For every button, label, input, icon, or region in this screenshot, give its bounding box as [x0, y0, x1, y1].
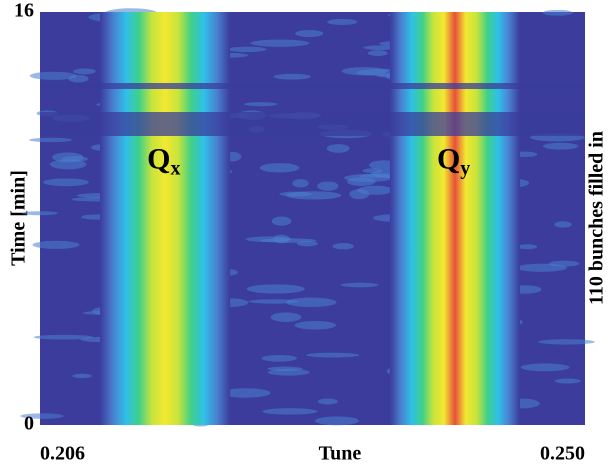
noise-patch	[315, 416, 360, 426]
noise-patch	[259, 163, 300, 173]
noise-patch	[250, 39, 310, 47]
noise-patch	[33, 334, 94, 340]
band-label-sub: y	[460, 157, 470, 179]
band-label-main: Q	[437, 143, 460, 176]
noise-patch	[357, 185, 394, 195]
noise-patch	[517, 244, 538, 250]
noise-patch	[273, 73, 311, 80]
noise-patch	[327, 18, 358, 26]
noise-patch	[363, 45, 397, 50]
x-tick-label: 0.206	[40, 443, 85, 465]
band-label-main: Q	[147, 143, 170, 176]
noise-patch	[317, 181, 339, 191]
noise-patch	[246, 284, 305, 294]
noise-patch	[221, 388, 271, 398]
noise-patch	[29, 71, 77, 80]
noise-patch	[227, 46, 267, 53]
noise-patch	[21, 211, 59, 216]
noise-patch	[332, 243, 354, 250]
band-label-sub: x	[170, 157, 180, 179]
noise-patch	[261, 354, 298, 362]
noise-patch	[362, 168, 383, 174]
noise-patch	[267, 366, 303, 372]
noise-patch	[285, 297, 337, 307]
noise-patch	[367, 50, 388, 56]
noise-patch	[28, 137, 73, 143]
x-tick-label: 0.250	[540, 443, 585, 465]
y-axis-label: Time [min]	[8, 170, 30, 266]
y-tick-label: 0	[24, 413, 34, 435]
noise-patch	[279, 191, 313, 197]
noise-patch	[326, 144, 350, 153]
noise-patch	[537, 339, 595, 345]
noise-patch	[42, 178, 89, 187]
x-axis-label: Tune	[319, 443, 362, 465]
noise-patch	[270, 312, 302, 322]
noise-patch	[548, 260, 580, 267]
noise-patch	[68, 74, 89, 83]
noise-patch	[72, 373, 92, 379]
noise-patch	[317, 398, 338, 405]
noise-patch	[520, 363, 570, 372]
band-label: Qy	[437, 143, 470, 180]
noise-patch	[73, 68, 96, 75]
noise-patch	[542, 9, 573, 16]
y-tick-label: 16	[14, 0, 34, 22]
noise-patch	[340, 282, 379, 288]
noise-patch	[542, 142, 579, 150]
band-label: Qx	[147, 143, 180, 180]
gap-stripe	[40, 83, 585, 89]
noise-patch	[554, 378, 581, 384]
noise-patch	[271, 216, 292, 226]
gap-stripe	[40, 112, 585, 136]
noise-patch	[273, 234, 290, 244]
noise-patch	[20, 413, 64, 419]
noise-patch	[52, 152, 84, 163]
noise-patch	[554, 221, 572, 228]
noise-patch	[292, 178, 309, 188]
noise-patch	[262, 408, 318, 415]
noise-patch	[244, 102, 278, 107]
noise-patch	[306, 352, 360, 358]
tune-band	[100, 12, 231, 425]
noise-patch	[248, 299, 299, 304]
right-label: 110 bunches filled in	[586, 131, 608, 305]
noise-patch	[49, 159, 87, 170]
noise-patch	[32, 240, 80, 249]
noise-patch	[294, 320, 337, 330]
noise-patch	[295, 30, 324, 37]
tune-band	[389, 12, 520, 425]
